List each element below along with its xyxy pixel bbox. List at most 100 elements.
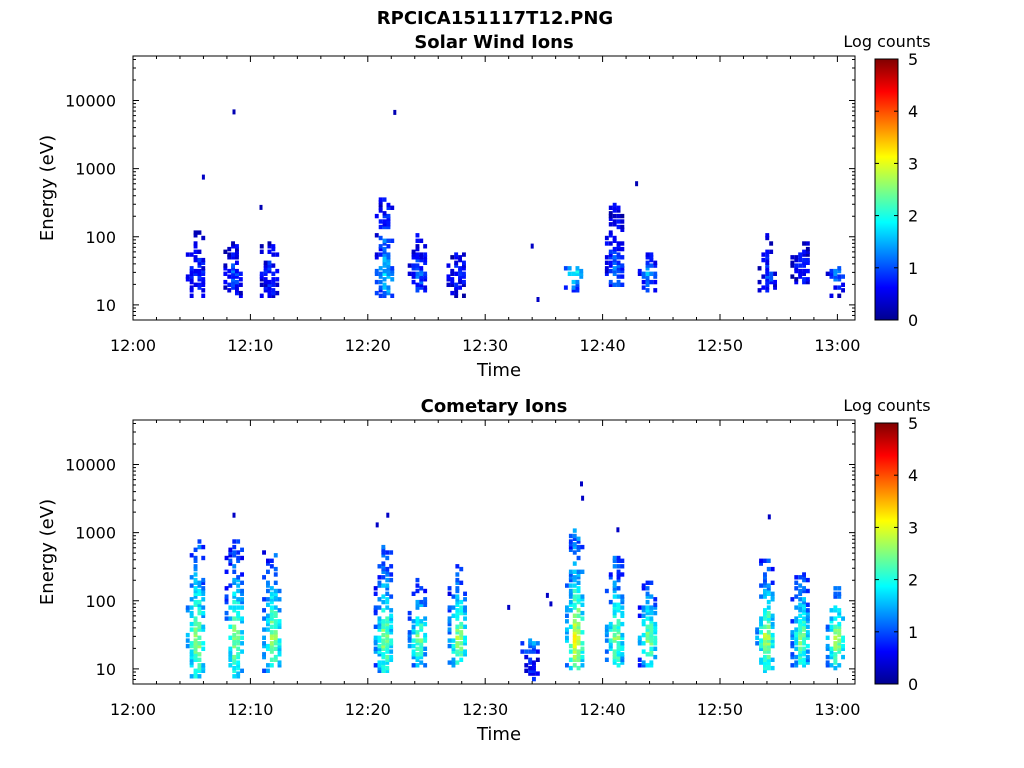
heatmap-cell (653, 610, 658, 616)
heatmap-cell (455, 608, 460, 613)
heatmap-cell (459, 657, 464, 662)
heatmap-cell (382, 211, 387, 216)
heatmap-cell (766, 616, 771, 621)
heatmap-cell (770, 566, 775, 572)
heatmap-cell (620, 635, 625, 640)
heatmap-cell (382, 246, 387, 252)
heatmap-cell (798, 646, 803, 651)
heatmap-cell (189, 266, 194, 271)
heatmap-cell (576, 657, 581, 662)
heatmap-cell (259, 277, 264, 282)
heatmap-cell (411, 649, 416, 654)
heatmap-cell (227, 282, 232, 287)
colorbar-label: Log counts (843, 32, 930, 51)
heatmap-cell (458, 266, 462, 271)
heatmap-cell (386, 202, 391, 208)
heatmap-cell (419, 621, 424, 627)
heatmap-cell (759, 619, 763, 624)
heatmap-cell (385, 586, 390, 591)
heatmap-cell (386, 252, 391, 257)
heatmap-cell (649, 663, 654, 668)
heatmap-cell (385, 665, 390, 671)
heatmap-cell (385, 616, 390, 621)
heatmap-cell (423, 602, 428, 607)
heatmap-cell (829, 624, 834, 629)
heatmap-cell (535, 657, 540, 662)
heatmap-cell (568, 643, 573, 649)
heatmap-cell (385, 668, 390, 673)
heatmap-cell (240, 605, 244, 610)
heatmap-cell (837, 624, 842, 629)
heatmap-cell (571, 285, 576, 290)
heatmap-cell (385, 657, 390, 662)
heatmap-cell (620, 597, 625, 602)
heatmap-cell (407, 643, 412, 649)
heatmap-cell (232, 608, 237, 613)
heatmap-cell (381, 583, 386, 588)
heatmap-cell (455, 580, 460, 585)
heatmap-cell (616, 527, 620, 533)
heatmap-cell (825, 643, 830, 649)
heatmap-cell (232, 553, 237, 558)
heatmap-cell (415, 233, 420, 238)
heatmap-cell (415, 599, 420, 605)
heatmap-cell (763, 663, 767, 668)
heatmap-cell (576, 569, 581, 574)
heatmap-cell (451, 657, 456, 662)
heatmap-cell (267, 241, 272, 246)
heatmap-cell (608, 230, 613, 235)
heatmap-cell (227, 246, 232, 252)
heatmap-cell (423, 599, 428, 605)
heatmap-cell (761, 257, 766, 263)
heatmap-cell (645, 610, 650, 616)
y-axis-label: Energy (eV) (37, 135, 58, 241)
heatmap-cell (805, 624, 810, 629)
heatmap-cell (612, 266, 617, 271)
heatmap-cell (389, 594, 394, 599)
heatmap-cell (604, 630, 609, 635)
heatmap-cell (825, 660, 830, 665)
heatmap-cell (273, 657, 278, 662)
heatmap-cell (454, 252, 459, 257)
heatmap-cell (572, 657, 577, 662)
heatmap-cell (201, 174, 205, 180)
heatmap-cell (382, 197, 387, 202)
heatmap-cell (451, 613, 456, 618)
heatmap-cell (833, 274, 838, 279)
heatmap-cell (766, 665, 771, 671)
heatmap-cell (805, 649, 810, 654)
heatmap-cell (837, 613, 842, 618)
heatmap-cell (389, 624, 394, 629)
heatmap-cell (201, 663, 206, 668)
heatmap-cell (236, 654, 241, 660)
heatmap-cell (641, 613, 646, 618)
x-tick-label: 12:40 (580, 336, 626, 355)
heatmap-cell (568, 602, 573, 607)
heatmap-cell (231, 271, 235, 276)
heatmap-cell (415, 266, 420, 271)
heatmap-cell (571, 288, 576, 293)
heatmap-cell (236, 646, 241, 651)
heatmap-cell (790, 635, 795, 640)
heatmap-cell (612, 583, 617, 588)
heatmap-cell (805, 643, 810, 649)
heatmap-cell (235, 288, 239, 293)
heatmap-cell (649, 263, 654, 268)
heatmap-cell (459, 652, 464, 657)
heatmap-cell (450, 271, 455, 276)
heatmap-cell (520, 649, 525, 654)
heatmap-cell (223, 266, 228, 271)
heatmap-cell (415, 616, 420, 621)
heatmap-cell (262, 643, 266, 649)
heatmap-cell (641, 279, 646, 285)
heatmap-cell (266, 580, 270, 585)
heatmap-cell (232, 654, 237, 660)
heatmap-cell (385, 577, 390, 583)
heatmap-cell (373, 591, 378, 596)
heatmap-cell (228, 657, 233, 662)
heatmap-cell (373, 635, 378, 640)
heatmap-cell (193, 230, 198, 235)
heatmap-cell (612, 627, 617, 632)
heatmap-cell (580, 610, 585, 616)
heatmap-cell (462, 279, 466, 285)
